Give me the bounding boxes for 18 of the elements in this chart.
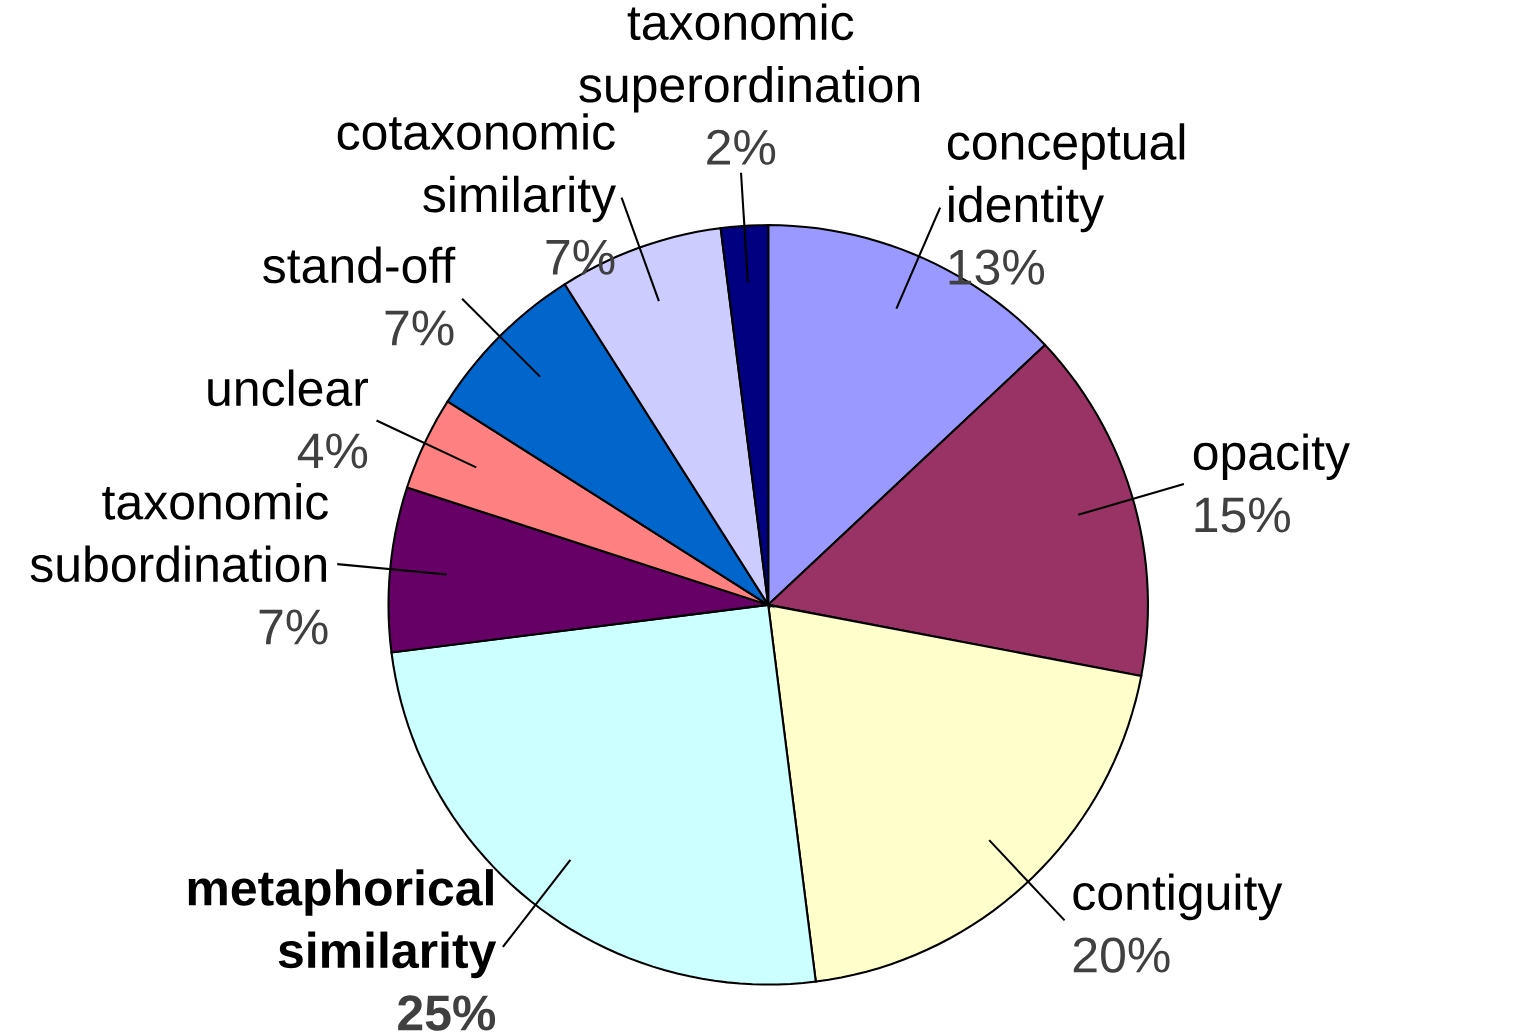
slice-label: unclear [208, 369, 368, 407]
slice-label: taxonomic subordination [30, 482, 328, 583]
data-label: 13% [949, 249, 1045, 285]
data-label: 4% [297, 433, 368, 469]
data-label: 7% [385, 310, 454, 346]
data-label: 7% [259, 609, 328, 645]
slice-label: conceptual identity [947, 123, 1185, 233]
slice-label: cotaxonomic similarity [337, 113, 616, 223]
slice-label: stand-off [263, 246, 456, 284]
slice-label: metaphorical similarity [188, 869, 497, 979]
data-label: 15% [1195, 497, 1290, 533]
slice-label: taxonomic superordination [579, 3, 920, 113]
slice-label: opacity [1193, 433, 1350, 480]
data-label: 20% [1073, 937, 1170, 973]
data-label: 7% [546, 239, 615, 275]
data-label: 2% [707, 129, 776, 165]
slice-label: contiguity [1073, 873, 1283, 921]
data-label: 25% [398, 995, 496, 1031]
